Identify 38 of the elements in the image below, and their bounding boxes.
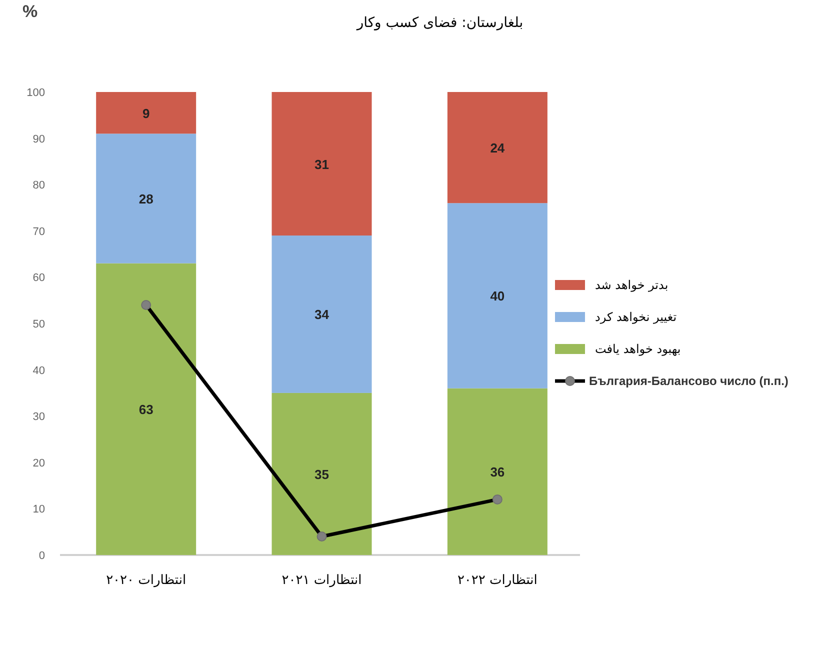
data-label: 34 bbox=[314, 307, 330, 322]
chart-title: بلغارستان: فضای کسب وکار bbox=[356, 15, 524, 31]
y-tick-label: 90 bbox=[32, 133, 45, 146]
bar bbox=[272, 236, 372, 393]
data-label: 35 bbox=[314, 466, 329, 482]
bar bbox=[272, 392, 372, 555]
y-tick-label: 50 bbox=[32, 318, 45, 330]
bar bbox=[447, 203, 548, 388]
data-label: 63 bbox=[138, 402, 154, 418]
y-tick-label: 100 bbox=[26, 87, 45, 99]
bar bbox=[96, 92, 196, 134]
y-tick-label: 80 bbox=[32, 180, 45, 192]
legend-label: بهبود خواهد یافت bbox=[595, 342, 681, 356]
bar bbox=[272, 92, 372, 236]
legend-label: تغییر نخواهد کرد bbox=[595, 310, 677, 324]
x-tick-label: انتظارات ۲۰۲۱ bbox=[282, 573, 362, 588]
data-label: 40 bbox=[490, 288, 505, 304]
y-tick-label: 0 bbox=[38, 550, 45, 562]
data-label: 9 bbox=[142, 106, 150, 121]
data-label: 36 bbox=[490, 464, 505, 480]
legend-label: България-Балансово число (п.п.) bbox=[589, 374, 788, 388]
y-tick-label: 30 bbox=[32, 411, 45, 424]
y-tick-label: 40 bbox=[32, 364, 45, 377]
legend-label: بدتر خواهد شد bbox=[595, 278, 668, 292]
data-label: 31 bbox=[314, 156, 329, 172]
data-label: 24 bbox=[490, 140, 506, 156]
y-axis-title: % bbox=[22, 2, 38, 21]
y-tick-label: 60 bbox=[32, 272, 45, 284]
y-tick-label: 10 bbox=[32, 504, 45, 516]
bar bbox=[447, 92, 548, 204]
x-tick-label: انتظارات ۲۰۲۰ bbox=[106, 573, 186, 588]
bar bbox=[96, 263, 196, 555]
bar bbox=[447, 388, 548, 555]
bar bbox=[96, 134, 196, 264]
y-tick-label: 70 bbox=[32, 226, 45, 238]
y-tick-label: 20 bbox=[32, 457, 45, 470]
data-label: 28 bbox=[138, 191, 154, 206]
x-tick-label: انتظارات ۲۰۲۲ bbox=[457, 573, 538, 588]
